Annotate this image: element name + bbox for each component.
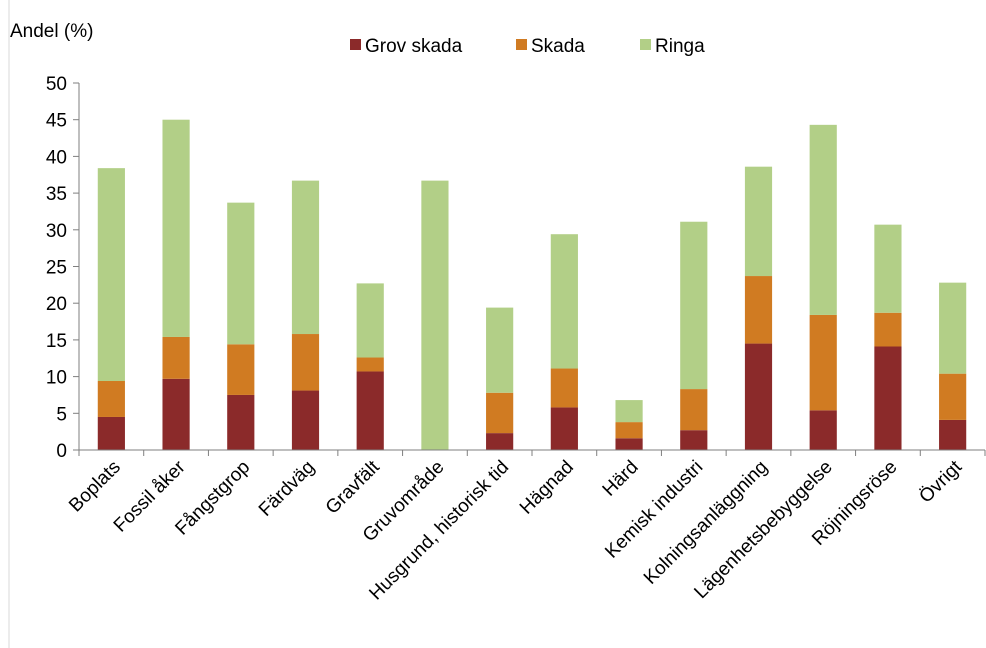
- y-tick-label: 5: [56, 404, 67, 425]
- bar-grov-skada-2: [227, 394, 255, 450]
- bar-ringa-6: [486, 307, 514, 393]
- y-tick-label: 45: [46, 111, 67, 132]
- bar-ringa-7: [550, 234, 578, 369]
- bar-grov-skada-6: [486, 433, 514, 450]
- legend-swatch-skada: [516, 39, 527, 50]
- bar-ringa-13: [939, 282, 967, 374]
- category-label: Hägnad: [516, 457, 578, 519]
- bar-ringa-9: [680, 221, 708, 390]
- category-label: Kolningsanläggning: [640, 457, 772, 589]
- legend-swatch-ringa: [640, 39, 651, 50]
- category-label: Övrigt: [915, 456, 966, 507]
- bar-skada-8: [615, 422, 643, 439]
- bar-ringa-2: [227, 202, 255, 345]
- bar-skada-6: [486, 392, 514, 434]
- legend-label-skada: Skada: [531, 36, 585, 57]
- bar-ringa-5: [421, 180, 449, 450]
- category-label: Boplats: [65, 457, 125, 517]
- bar-ringa-1: [162, 119, 190, 337]
- bar-ringa-0: [97, 168, 125, 382]
- bar-skada-11: [809, 314, 837, 411]
- bar-ringa-11: [809, 124, 837, 315]
- legend-label-grov-skada: Grov skada: [365, 36, 463, 57]
- bar-skada-7: [550, 368, 578, 408]
- bar-grov-skada-11: [809, 410, 837, 450]
- category-label: Färdväg: [255, 457, 319, 521]
- bar-grov-skada-1: [162, 378, 190, 450]
- y-tick-label: 20: [46, 294, 67, 315]
- y-tick-label: 25: [46, 258, 67, 279]
- y-axis-label: Andel (%): [10, 21, 93, 42]
- category-label: Gravfält: [322, 456, 384, 518]
- bar-ringa-3: [291, 180, 320, 335]
- bar-grov-skada-7: [550, 407, 578, 450]
- bar-grov-skada-12: [874, 346, 902, 450]
- bar-skada-12: [874, 312, 902, 347]
- bar-skada-4: [356, 357, 384, 372]
- bars: [97, 119, 967, 450]
- y-tick-label: 0: [56, 441, 67, 462]
- bar-ringa-8: [615, 400, 643, 423]
- bar-skada-1: [162, 336, 190, 379]
- y-tick-label: 40: [46, 147, 67, 168]
- bar-grov-skada-8: [615, 438, 643, 450]
- y-axis-ticks: 0 5 10 15 20 25 30 35 40 45 50: [46, 74, 79, 462]
- y-tick-label: 30: [46, 221, 67, 242]
- legend: Grov skada Skada Ringa: [350, 36, 705, 57]
- bar-skada-10: [744, 276, 773, 344]
- bar-grov-skada-10: [744, 343, 773, 450]
- bar-skada-13: [939, 373, 967, 420]
- bar-grov-skada-3: [291, 390, 320, 450]
- bar-skada-9: [680, 389, 708, 431]
- bar-ringa-10: [744, 166, 773, 277]
- legend-swatch-grov-skada: [350, 39, 361, 50]
- bar-skada-0: [97, 381, 125, 417]
- bar-grov-skada-0: [97, 416, 125, 450]
- bar-ringa-4: [356, 283, 384, 358]
- bar-grov-skada-9: [680, 430, 708, 450]
- bar-skada-3: [291, 334, 320, 391]
- legend-label-ringa: Ringa: [655, 36, 705, 57]
- bar-grov-skada-4: [356, 371, 384, 450]
- bar-ringa-12: [874, 224, 902, 313]
- y-tick-label: 50: [46, 74, 67, 95]
- axes: [78, 83, 986, 456]
- bar-grov-skada-13: [939, 419, 967, 450]
- category-label: Härd: [599, 457, 643, 501]
- bar-skada-2: [227, 344, 255, 395]
- y-tick-label: 15: [46, 331, 67, 352]
- y-tick-label: 35: [46, 184, 67, 205]
- y-tick-label: 10: [46, 368, 67, 389]
